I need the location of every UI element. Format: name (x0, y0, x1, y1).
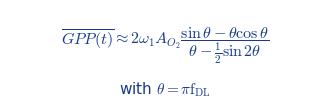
Text: with $\theta = \pi \mathrm{f_{DL}}$: with $\theta = \pi \mathrm{f_{DL}}$ (119, 80, 211, 99)
Text: $\overline{GPP(t)} \approx 2\omega_1 A_{O_2} \dfrac{\sin\theta - \theta\cos\thet: $\overline{GPP(t)} \approx 2\omega_1 A_{… (61, 25, 269, 66)
